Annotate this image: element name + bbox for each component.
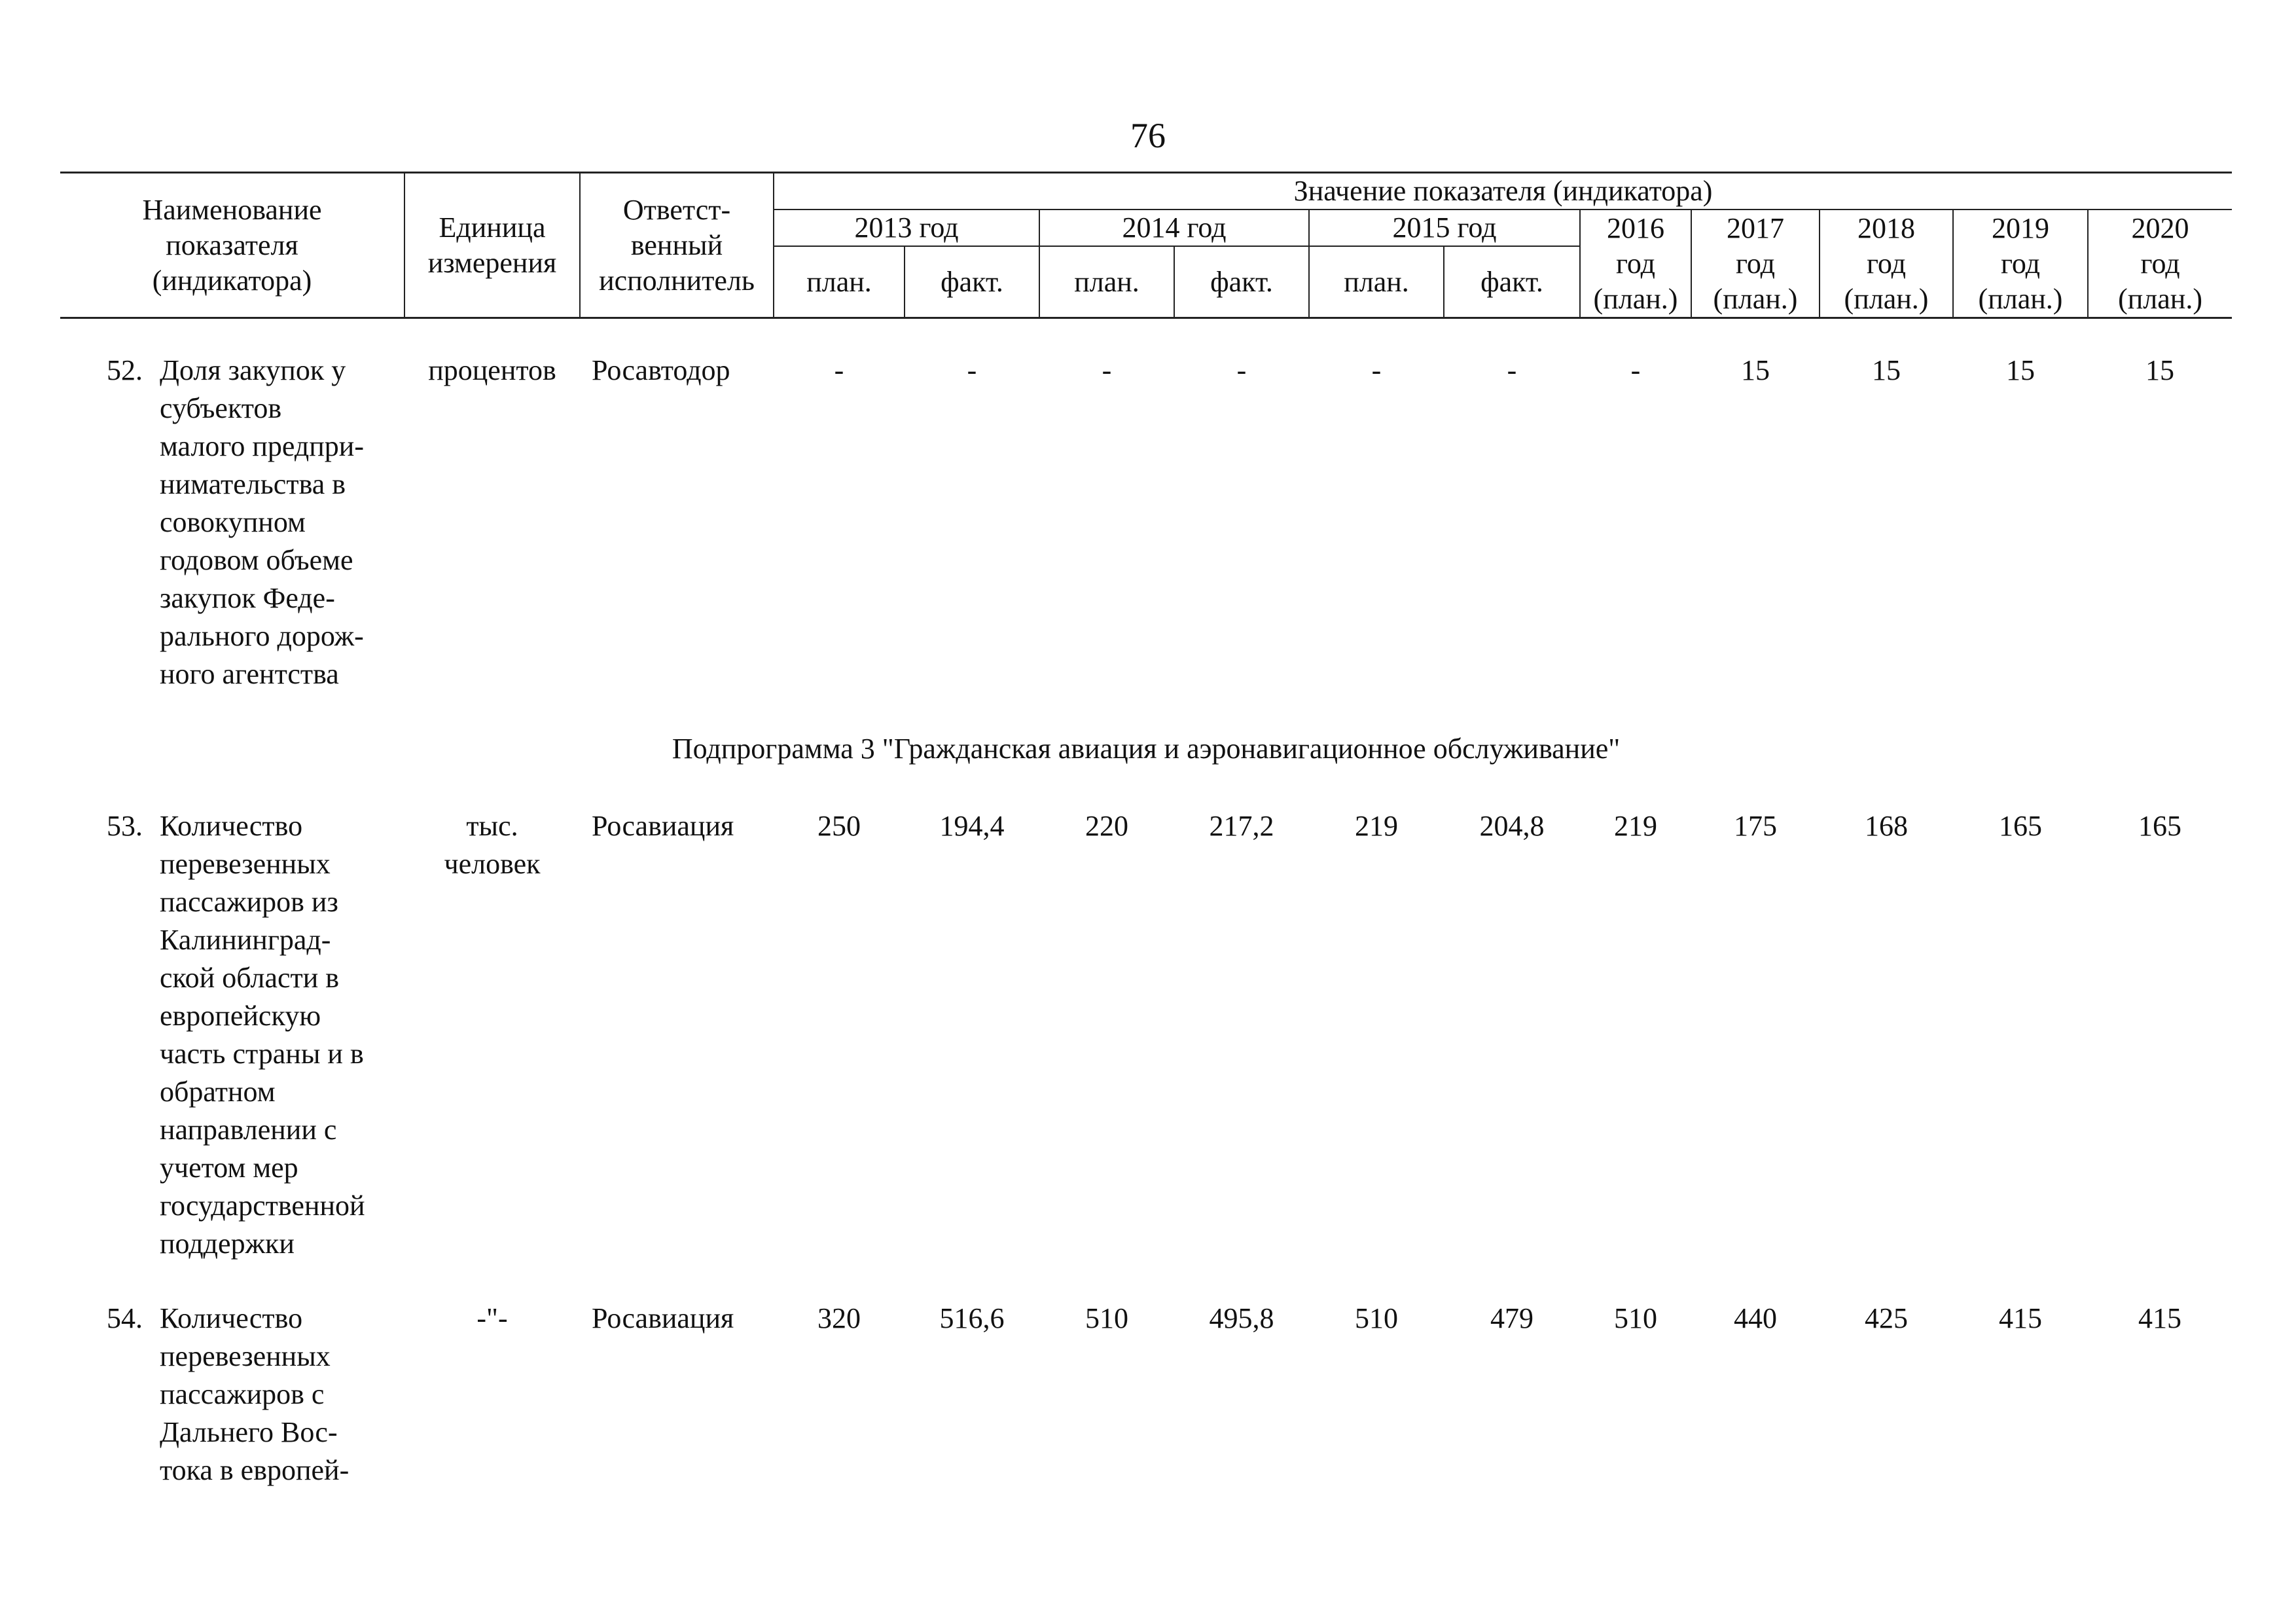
- header-year-2014: 2014 год: [1039, 210, 1310, 247]
- table-row: 52. Доля закупок у субъектов малого предпри…: [60, 352, 2232, 693]
- value-cell: 479: [1490, 1302, 1534, 1334]
- value-cell: 165: [2138, 810, 2182, 842]
- header-executor: Ответст- венный исполнитель: [579, 172, 774, 319]
- value-cell: 425: [1865, 1302, 1908, 1334]
- value-cell: 15: [1872, 354, 1901, 386]
- value-cell: 220: [1085, 810, 1128, 842]
- header-fact: факт.: [1443, 246, 1581, 319]
- value-cell: 217,2: [1209, 810, 1274, 842]
- table-body-subprogram-3: 53. Количество перевезенных пассажиров из Ка…: [60, 775, 2232, 1489]
- value-cell: 415: [2138, 1302, 2182, 1334]
- header-unit: Единица измерения: [404, 172, 581, 319]
- header-year-2016-sub: год (план.): [1579, 246, 1692, 319]
- value-cell: -: [1507, 354, 1517, 386]
- value-cell: -: [834, 354, 844, 386]
- indicator-name: Доля закупок у субъектов малого предпри-ни…: [160, 354, 364, 690]
- value-cell: 510: [1614, 1302, 1657, 1334]
- value-cell: 250: [817, 810, 861, 842]
- table-header: Наименование показателя (индикатора) Еди…: [60, 172, 2233, 319]
- table-row: 54. Количество перевезенных пассажиров с Дал…: [60, 1300, 2232, 1489]
- executor-cell: Росавиация: [592, 1302, 734, 1334]
- value-cell: 204,8: [1479, 810, 1545, 842]
- executor-cell: Росавтодор: [592, 354, 730, 386]
- indicator-name-cell: 52. Доля закупок у субъектов малого предпри…: [60, 352, 404, 693]
- unit-cell: тыс. человек: [444, 810, 541, 880]
- header-year-2020-sub: год (план.): [2087, 246, 2233, 319]
- unit-cell: процентов: [428, 354, 556, 386]
- header-year-2017: 2017: [1691, 210, 1820, 246]
- indicator-name-cell: 53. Количество перевезенных пассажиров из Ка…: [60, 807, 404, 1263]
- header-fact: факт.: [904, 246, 1040, 319]
- indicators-table: Наименование показателя (индикатора) Еди…: [60, 172, 2233, 1489]
- header-indicator-name: Наименование показателя (индикатора): [60, 172, 405, 319]
- subprogram-heading: Подпрограмма 3 "Гражданская авиация и аэ…: [672, 733, 1621, 765]
- header-plan: план.: [1308, 246, 1444, 319]
- value-cell: 175: [1734, 810, 1777, 842]
- header-year-2015: 2015 год: [1308, 210, 1581, 247]
- table-body-subprogram-2: 52. Доля закупок у субъектов малого предпри…: [60, 318, 2232, 694]
- header-year-2019: 2019: [1952, 210, 2089, 246]
- value-cell: -: [967, 354, 977, 386]
- value-cell: -: [1371, 354, 1382, 386]
- value-cell: 440: [1734, 1302, 1777, 1334]
- table-row: 53. Количество перевезенных пассажиров из Ка…: [60, 807, 2232, 1263]
- value-cell: 165: [1999, 810, 2042, 842]
- header-plan: план.: [774, 246, 905, 319]
- row-number: 52.: [107, 354, 143, 386]
- value-cell: 168: [1865, 810, 1908, 842]
- header-year-2018: 2018: [1819, 210, 1954, 246]
- value-cell: -: [1236, 354, 1247, 386]
- value-cell: 15: [1741, 354, 1770, 386]
- header-year-2018-sub: год (план.): [1819, 246, 1954, 319]
- indicator-name: Количество перевезенных пассажиров с Дальне…: [160, 1302, 350, 1486]
- row-number: 53.: [107, 810, 143, 842]
- page-number: 76: [1130, 116, 1166, 155]
- value-cell: 320: [817, 1302, 861, 1334]
- value-cell: 15: [2145, 354, 2175, 386]
- value-cell: -: [1630, 354, 1641, 386]
- unit-cell: -"-: [476, 1302, 508, 1334]
- header-fact: факт.: [1174, 246, 1310, 319]
- value-cell: -: [1102, 354, 1112, 386]
- value-cell: 415: [1999, 1302, 2042, 1334]
- header-year-2020: 2020: [2087, 210, 2233, 246]
- value-cell: 510: [1355, 1302, 1398, 1334]
- executor-cell: Росавиация: [592, 810, 734, 842]
- value-cell: 219: [1355, 810, 1398, 842]
- row-number: 54.: [107, 1302, 143, 1334]
- value-cell: 219: [1614, 810, 1657, 842]
- header-year-2019-sub: год (план.): [1952, 246, 2089, 319]
- value-cell: 495,8: [1209, 1302, 1274, 1334]
- header-year-2016: 2016: [1579, 210, 1692, 246]
- header-year-2017-sub: год (план.): [1691, 246, 1820, 319]
- value-cell: 15: [2006, 354, 2035, 386]
- indicator-name-cell: 54. Количество перевезенных пассажиров с Дал…: [60, 1300, 404, 1489]
- header-plan: план.: [1039, 246, 1175, 319]
- subprogram-heading-section: Подпрограмма 3 "Гражданская авиация и аэ…: [60, 693, 2232, 775]
- value-cell: 510: [1085, 1302, 1128, 1334]
- indicator-name: Количество перевезенных пассажиров из Калин…: [160, 810, 365, 1260]
- header-value-group: Значение показателя (индикатора): [772, 172, 2233, 210]
- header-year-2013: 2013 год: [774, 210, 1040, 247]
- value-cell: 194,4: [939, 810, 1005, 842]
- value-cell: 516,6: [939, 1302, 1005, 1334]
